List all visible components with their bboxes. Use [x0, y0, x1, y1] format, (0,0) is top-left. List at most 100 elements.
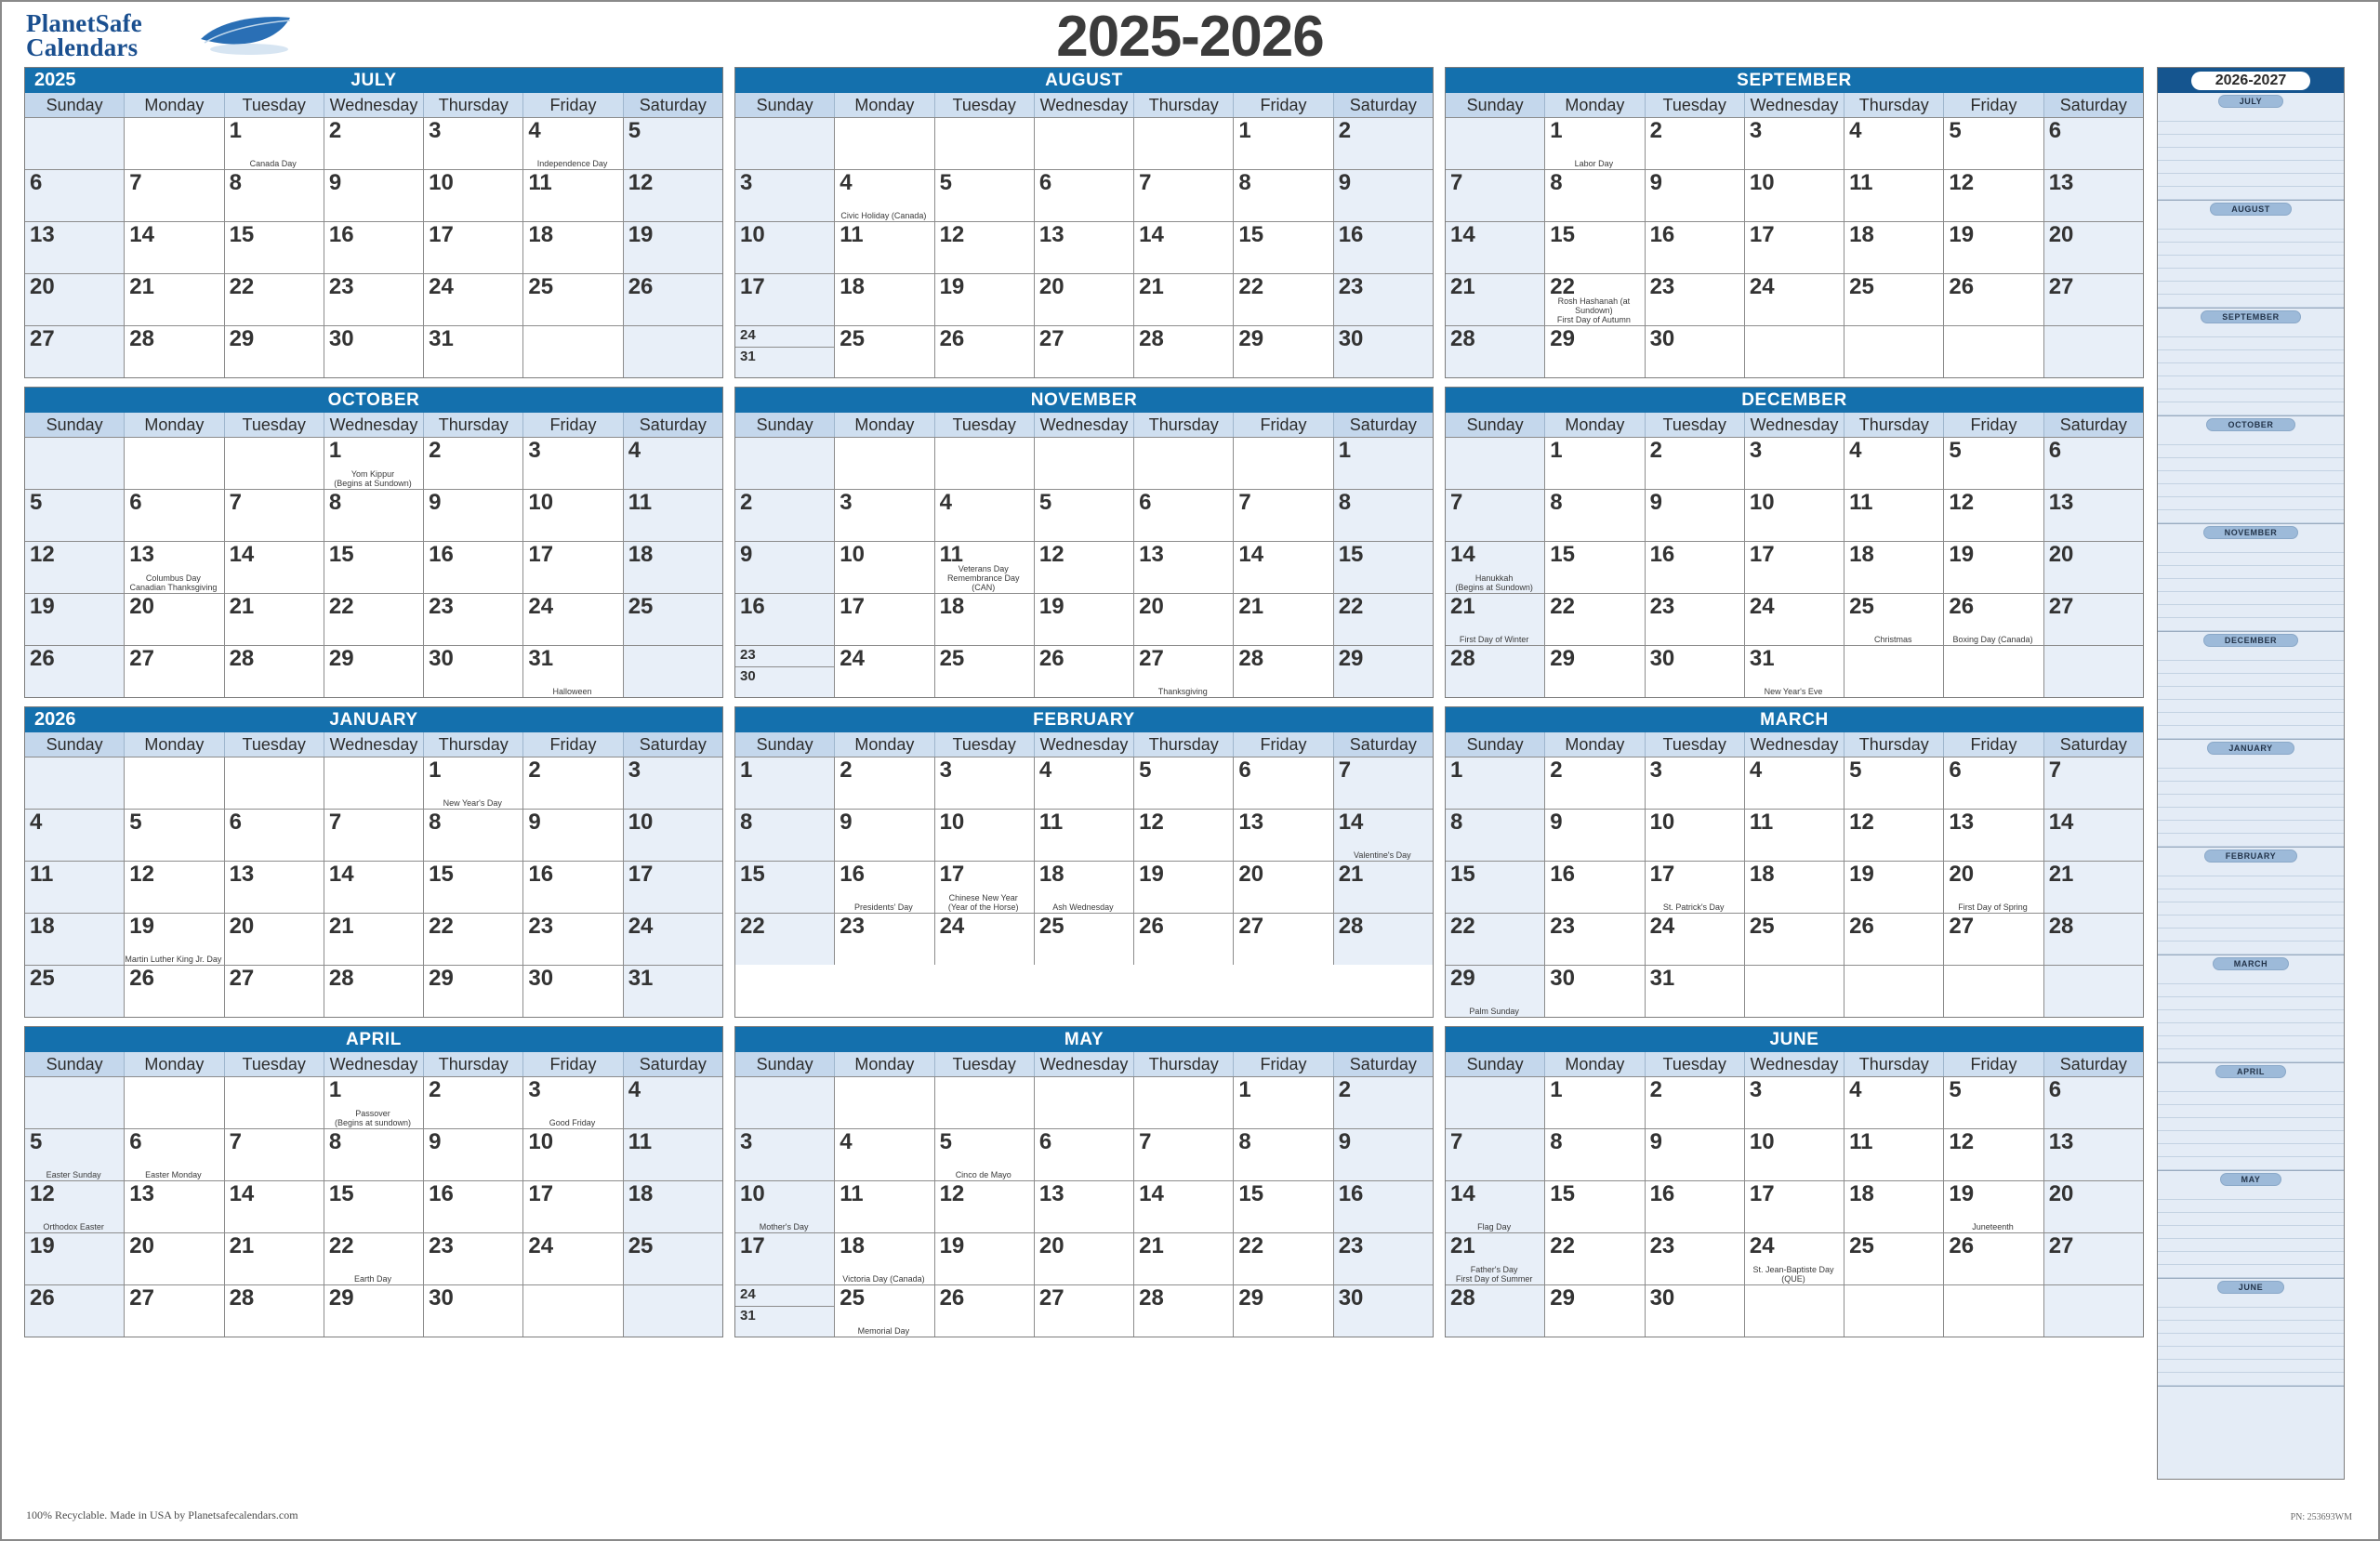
sidebar-note-line[interactable]	[2158, 256, 2344, 269]
day-cell[interactable]: 4	[1844, 118, 1945, 169]
day-cell[interactable]: 13	[1944, 810, 2044, 861]
day-cell[interactable]: 13	[1134, 542, 1235, 593]
sidebar-note-line[interactable]	[2158, 579, 2344, 592]
day-cell[interactable]: 14 Flag Day	[1446, 1181, 1546, 1232]
day-cell[interactable]	[1034, 118, 1135, 169]
sidebar-note-lines[interactable]	[2158, 863, 2344, 955]
day-cell[interactable]: 2	[1333, 1077, 1433, 1128]
day-cell[interactable]: 13	[25, 222, 126, 273]
day-cell[interactable]: 5	[1034, 490, 1135, 541]
day-cell[interactable]: 12 Orthodox Easter	[25, 1181, 126, 1232]
sidebar-note-line[interactable]	[2158, 902, 2344, 915]
day-cell[interactable]: 9	[424, 1129, 524, 1180]
day-cell[interactable]: 10	[1645, 810, 1745, 861]
day-cell[interactable]: 15	[1545, 222, 1646, 273]
day-cell[interactable]: 22	[1333, 594, 1433, 645]
day-cell[interactable]: 29	[1234, 326, 1334, 377]
day-cell[interactable]: 14	[2043, 810, 2143, 861]
day-cell[interactable]: 1 Passover (Begins at sundown)	[324, 1077, 425, 1128]
day-cell[interactable]: 1 Canada Day	[224, 118, 324, 169]
day-cell[interactable]: 20	[2043, 222, 2143, 273]
day-cell[interactable]: 8	[1333, 490, 1433, 541]
day-cell[interactable]: 16	[324, 222, 425, 273]
day-cell[interactable]: 22 Rosh Hashanah (at Sundown) First Day of…	[1545, 274, 1646, 325]
sidebar-note-line[interactable]	[2158, 432, 2344, 445]
day-cell[interactable]: 6	[1234, 757, 1334, 809]
day-cell[interactable]: 26	[934, 326, 1035, 377]
day-cell[interactable]: 10	[1744, 170, 1845, 221]
day-cell[interactable]: 29 Palm Sunday	[1446, 966, 1546, 1017]
day-cell[interactable]: 22	[424, 914, 524, 965]
day-cell[interactable]: 28	[224, 646, 324, 697]
day-cell[interactable]: 11	[1844, 490, 1945, 541]
day-cell[interactable]: 19	[1944, 222, 2044, 273]
day-cell[interactable]: 30	[1645, 646, 1745, 697]
sidebar-note-line[interactable]	[2158, 1213, 2344, 1226]
sidebar-note-line[interactable]	[2158, 1131, 2344, 1144]
day-cell[interactable]: 20 First Day of Spring	[1944, 862, 2044, 913]
day-cell[interactable]: 24	[1744, 594, 1845, 645]
sidebar-note-line[interactable]	[2158, 1036, 2344, 1049]
day-cell[interactable]	[1446, 1077, 1546, 1128]
day-cell[interactable]: 31	[424, 326, 524, 377]
day-cell[interactable]	[2043, 646, 2143, 697]
sidebar-note-line[interactable]	[2158, 863, 2344, 876]
day-cell[interactable]: 2	[424, 1077, 524, 1128]
day-cell[interactable]: 16	[1333, 222, 1433, 273]
day-cell[interactable]: 16	[1545, 862, 1646, 913]
day-cell[interactable]: 4 Civic Holiday (Canada)	[835, 170, 935, 221]
day-cell[interactable]: 8	[424, 810, 524, 861]
day-cell[interactable]: 30	[1545, 966, 1646, 1017]
day-cell[interactable]: 10	[1744, 490, 1845, 541]
day-cell[interactable]: 3	[1645, 757, 1745, 809]
sidebar-note-lines[interactable]	[2158, 1187, 2344, 1278]
day-cell[interactable]: 23	[1333, 1233, 1433, 1284]
sidebar-note-line[interactable]	[2158, 122, 2344, 135]
day-cell[interactable]: 11	[25, 862, 126, 913]
day-cell[interactable]: 24	[835, 646, 935, 697]
sidebar-note-line[interactable]	[2158, 971, 2344, 984]
sidebar-note-line[interactable]	[2158, 618, 2344, 631]
sidebar-note-line[interactable]	[2158, 808, 2344, 821]
day-cell[interactable]	[25, 1077, 126, 1128]
day-cell[interactable]	[1944, 1285, 2044, 1337]
sidebar-note-line[interactable]	[2158, 135, 2344, 148]
day-cell[interactable]: 11	[1844, 170, 1945, 221]
day-cell[interactable]: 13	[2043, 1129, 2143, 1180]
day-cell[interactable]: 30	[1333, 326, 1433, 377]
day-cell[interactable]: 16	[1645, 542, 1745, 593]
day-cell[interactable]: 26	[25, 646, 126, 697]
day-cell[interactable]: 14	[224, 1181, 324, 1232]
day-cell[interactable]: 14 Valentine's Day	[1333, 810, 1433, 861]
day-cell[interactable]: 18	[835, 274, 935, 325]
day-cell[interactable]: 7	[1134, 170, 1235, 221]
day-cell[interactable]: 8	[324, 490, 425, 541]
day-cell[interactable]: 5	[1944, 118, 2044, 169]
day-cell[interactable]: 6	[1034, 1129, 1135, 1180]
day-cell[interactable]: 14	[1134, 222, 1235, 273]
sidebar-note-line[interactable]	[2158, 834, 2344, 847]
day-cell[interactable]: 28	[1446, 326, 1546, 377]
day-cell[interactable]: 17	[523, 542, 624, 593]
sidebar-note-line[interactable]	[2158, 1200, 2344, 1213]
sidebar-note-line[interactable]	[2158, 510, 2344, 523]
sidebar-note-lines[interactable]	[2158, 432, 2344, 523]
day-cell[interactable]: 2	[1333, 118, 1433, 169]
sidebar-note-line[interactable]	[2158, 1360, 2344, 1373]
day-cell[interactable]: 30	[1645, 1285, 1745, 1337]
day-cell[interactable]	[125, 438, 225, 489]
day-cell[interactable]	[1134, 438, 1235, 489]
day-cell[interactable]: 8	[1234, 170, 1334, 221]
day-cell[interactable]	[1446, 118, 1546, 169]
day-cell[interactable]: 12	[1034, 542, 1135, 593]
day-cell[interactable]	[1744, 966, 1845, 1017]
day-cell[interactable]: 25 Memorial Day	[835, 1285, 935, 1337]
day-cell[interactable]: 31	[1645, 966, 1745, 1017]
day-cell[interactable]: 29	[324, 646, 425, 697]
day-cell[interactable]: 14	[1234, 542, 1334, 593]
day-cell[interactable]: 22	[735, 914, 836, 965]
sidebar-note-line[interactable]	[2158, 109, 2344, 122]
sidebar-note-line[interactable]	[2158, 726, 2344, 739]
day-cell[interactable]: 25	[1034, 914, 1135, 965]
day-cell[interactable]	[1134, 118, 1235, 169]
